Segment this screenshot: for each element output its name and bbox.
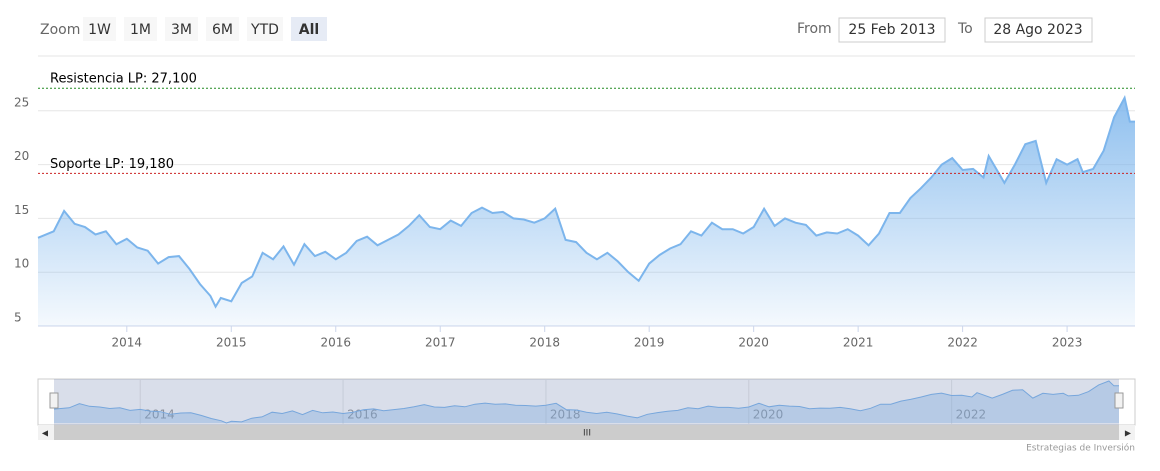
x-tick-label: 2023 xyxy=(1052,336,1083,350)
x-tick-label: 2020 xyxy=(738,336,769,350)
y-tick-label: 25 xyxy=(14,95,29,109)
zoom-button[interactable] xyxy=(206,17,239,41)
zoom-button[interactable] xyxy=(247,17,283,41)
navigator-handle[interactable] xyxy=(1114,392,1124,409)
from-date[interactable]: 25 Feb 2013 xyxy=(848,22,935,38)
navigator-tick-label: 2016 xyxy=(347,408,378,422)
x-tick-label: 2021 xyxy=(843,336,874,350)
scrollbar-thumb[interactable] xyxy=(54,425,1119,440)
navigator-tick-label: 2018 xyxy=(550,408,581,422)
zoom-button-label[interactable]: 1W xyxy=(88,22,111,38)
navigator-mask xyxy=(54,379,1119,425)
from-label: From xyxy=(797,21,832,37)
y-tick-label: 15 xyxy=(14,203,29,217)
zoom-button-label[interactable]: 6M xyxy=(212,22,233,38)
plot-line-label: Resistencia LP: 27,100 xyxy=(50,72,197,87)
scroll-left[interactable]: ◀ xyxy=(42,429,49,438)
to-label: To xyxy=(957,21,973,37)
zoom-button-label[interactable]: All xyxy=(299,22,319,38)
navigator-tick-label: 2022 xyxy=(956,408,987,422)
to-input[interactable] xyxy=(984,17,1093,43)
zoom-button-label[interactable]: YTD xyxy=(250,22,279,38)
plot-line-label: Soporte LP: 19,180 xyxy=(50,157,174,172)
area-fill xyxy=(38,97,1135,327)
scroll-right[interactable]: ▶ xyxy=(1125,429,1132,438)
to-date[interactable]: 28 Ago 2023 xyxy=(993,22,1082,38)
zoom-button[interactable] xyxy=(291,17,327,41)
series-line xyxy=(37,95,1135,309)
zoom-button[interactable] xyxy=(165,17,198,41)
x-tick-label: 2016 xyxy=(320,336,351,350)
navigator-tick-label: 2020 xyxy=(753,408,784,422)
zoom-label: Zoom xyxy=(40,22,80,38)
from-input[interactable] xyxy=(838,17,946,43)
zoom-button-label[interactable]: 1M xyxy=(130,22,151,38)
x-tick-label: 2019 xyxy=(634,336,665,350)
credits[interactable]: Estrategias de Inversión xyxy=(1026,443,1135,454)
navigator-line xyxy=(53,380,1119,424)
y-tick-label: 10 xyxy=(14,257,29,271)
x-tick-label: 2015 xyxy=(216,336,247,350)
y-tick-label: 20 xyxy=(14,149,29,163)
zoom-button[interactable] xyxy=(124,17,157,41)
x-tick-label: 2014 xyxy=(112,336,143,350)
navigator-handle[interactable] xyxy=(49,392,59,409)
scrollbar-grip[interactable]: III xyxy=(583,429,591,439)
y-tick-label: 5 xyxy=(14,311,22,325)
x-tick-label: 2017 xyxy=(425,336,456,350)
zoom-button[interactable] xyxy=(83,17,116,41)
x-tick-label: 2018 xyxy=(529,336,560,350)
x-tick-label: 2022 xyxy=(947,336,978,350)
zoom-button-label[interactable]: 3M xyxy=(171,22,192,38)
